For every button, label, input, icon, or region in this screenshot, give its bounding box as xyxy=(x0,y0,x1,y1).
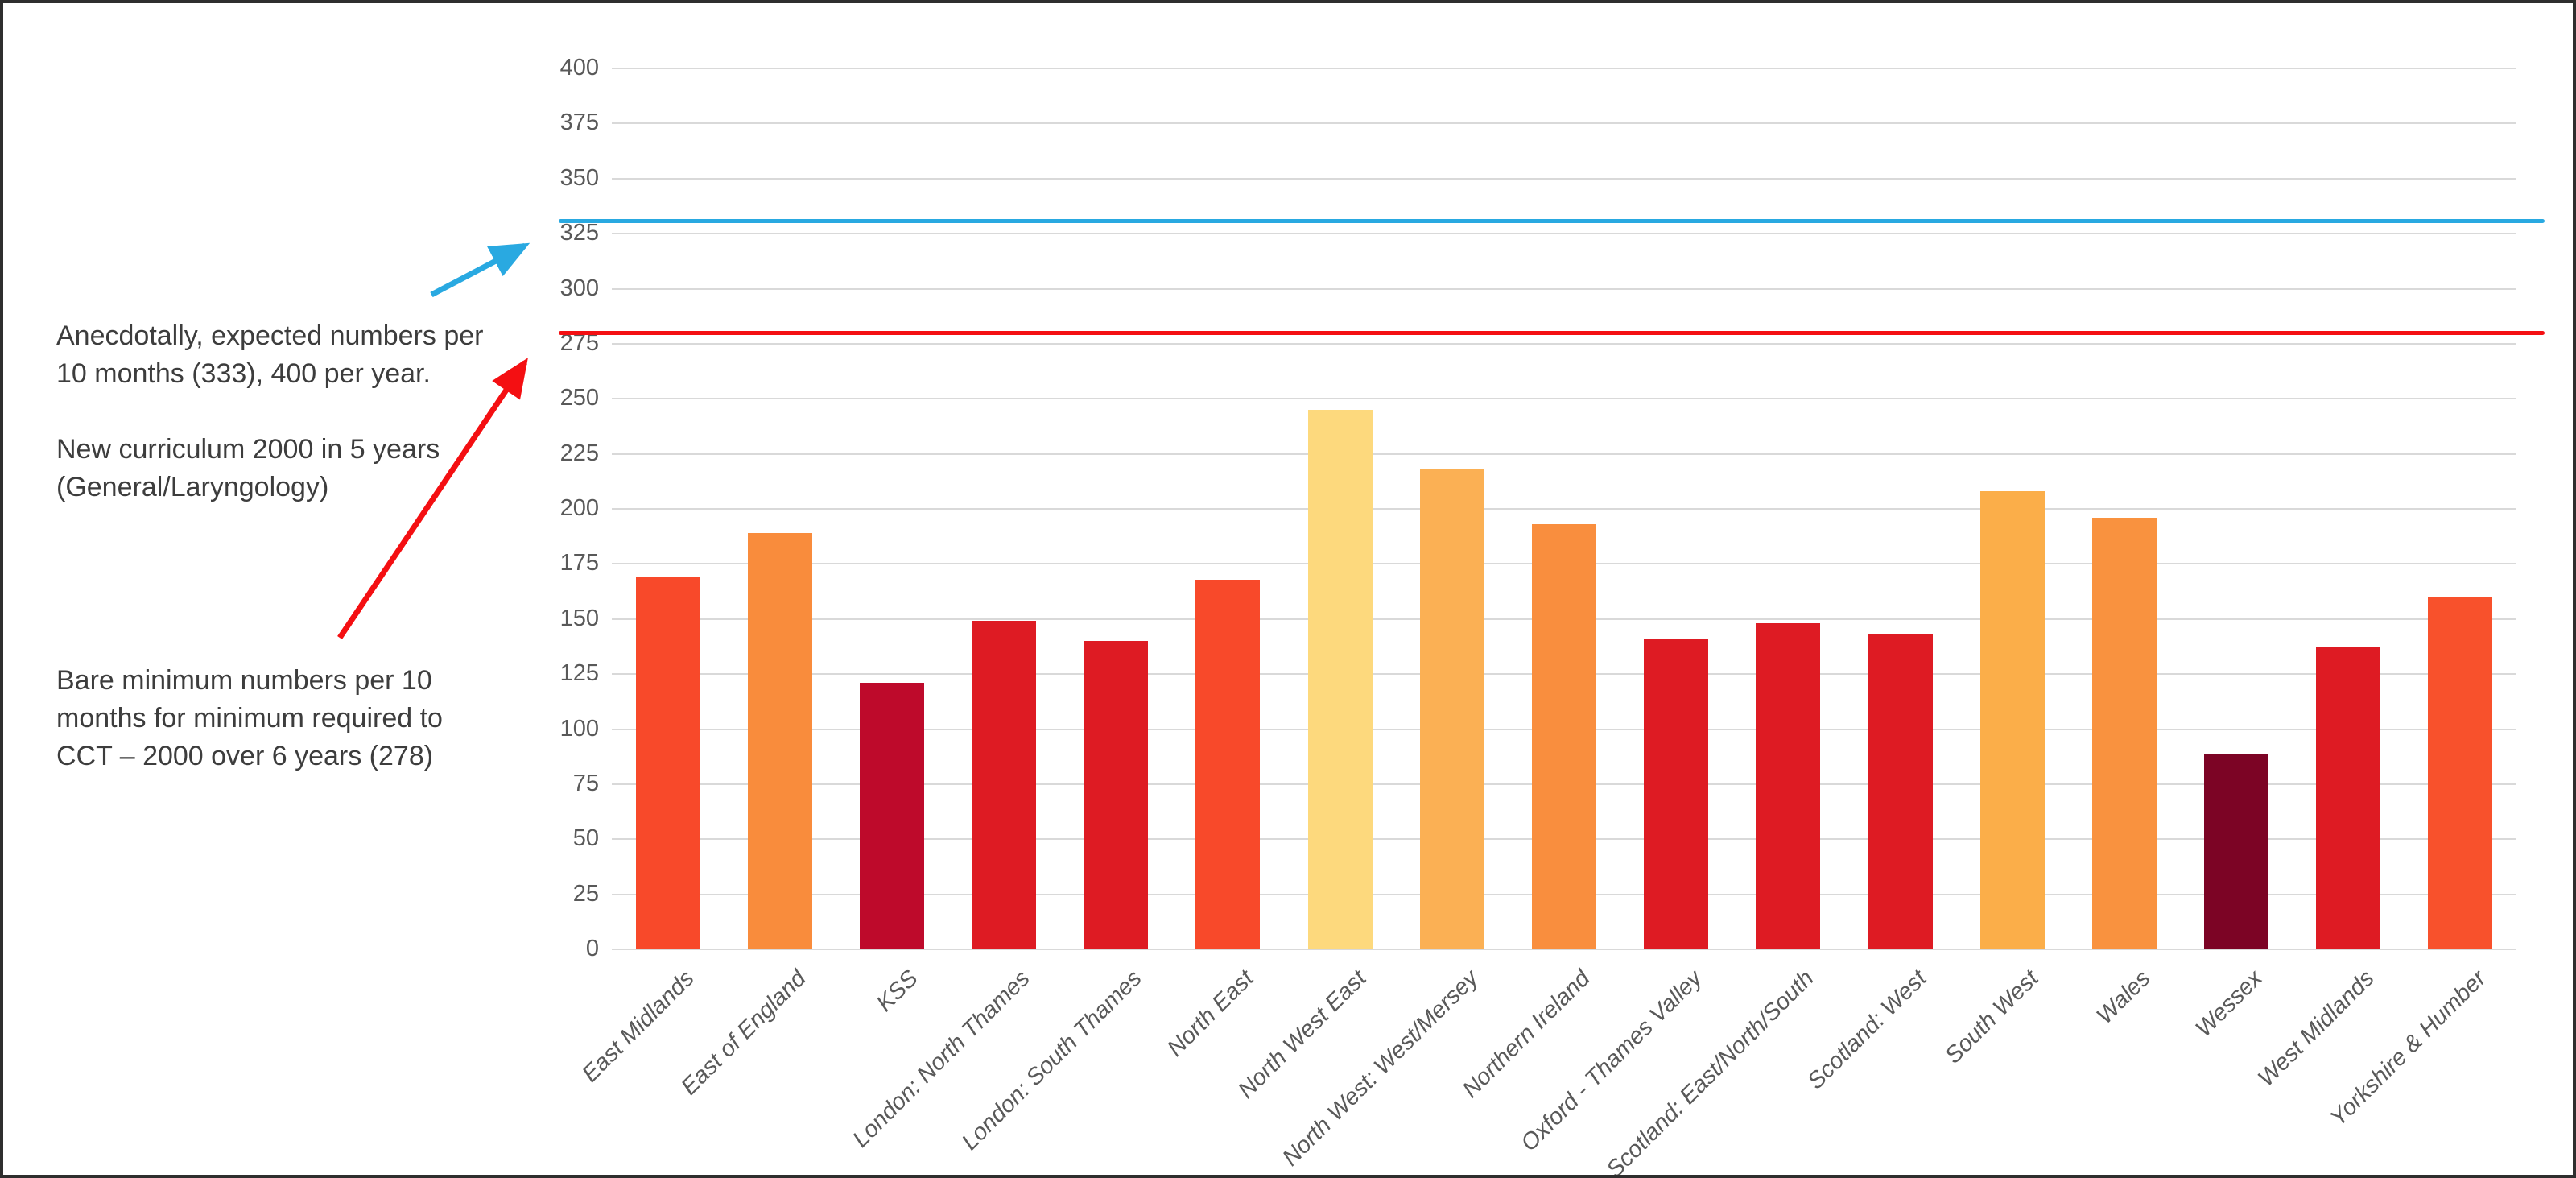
annotation-line: (General/Laryngology) xyxy=(56,472,329,502)
bar-north-west-east xyxy=(1307,409,1373,949)
x-axis-label-north-east: North East xyxy=(1162,965,1260,1062)
y-axis-tick-250: 250 xyxy=(559,385,599,411)
x-axis-label-scotland-east-north-south: Scotland: East/North/South xyxy=(1601,965,1819,1178)
bar-northern-ireland xyxy=(1532,524,1596,949)
annotation-line: Anecdotally, expected numbers per xyxy=(56,320,484,351)
x-axis-label-east-midlands: East Midlands xyxy=(576,965,700,1088)
bar-london-north-thames xyxy=(972,621,1037,949)
bar-yorkshire-humber xyxy=(2428,597,2493,949)
annotation-arrows xyxy=(337,242,530,639)
annotation-bare-minimum: Bare minimum numbers per 10 months for m… xyxy=(56,662,443,775)
gridline-350 xyxy=(612,177,2516,180)
gridline-200 xyxy=(612,508,2516,510)
annotation-paragraph: Anecdotally, expected numbers per 10 mon… xyxy=(56,317,483,393)
bar-wessex xyxy=(2204,753,2269,949)
x-axis-label-scotland-west: Scotland: West xyxy=(1802,965,1932,1095)
gridline-225 xyxy=(612,453,2516,455)
gridline-0 xyxy=(612,949,2516,950)
y-axis-tick-125: 125 xyxy=(559,660,599,687)
bar-wales xyxy=(2091,517,2157,949)
annotation-line: months for minimum required to xyxy=(56,703,443,734)
bar-north-west-west-mersey xyxy=(1419,469,1484,949)
gridline-325 xyxy=(612,233,2516,235)
bar-west-midlands xyxy=(2316,647,2381,949)
x-axis-label-wessex: Wessex xyxy=(2190,965,2268,1043)
y-axis-tick-150: 150 xyxy=(559,605,599,631)
y-axis-tick-200: 200 xyxy=(559,495,599,521)
bar-oxford-thames-valley xyxy=(1644,639,1709,949)
x-axis-label-west-midlands: West Midlands xyxy=(2253,965,2380,1092)
x-axis-label-south-west: South West xyxy=(1940,965,2044,1069)
bar-north-east xyxy=(1195,579,1261,949)
y-axis-tick-350: 350 xyxy=(559,164,599,191)
x-axis-label-london-south-thames: London: South Thames xyxy=(957,965,1147,1155)
annotation-paragraph: New curriculum 2000 in 5 years (General/… xyxy=(56,431,483,506)
y-axis-tick-300: 300 xyxy=(559,275,599,301)
bar-kss xyxy=(859,683,924,949)
y-axis-tick-0: 0 xyxy=(585,936,599,961)
bar-scotland-east-north-south xyxy=(1756,623,1821,949)
gridline-400 xyxy=(612,68,2516,69)
bar-south-west xyxy=(1979,491,2045,949)
bar-london-south-thames xyxy=(1084,641,1149,949)
gridline-375 xyxy=(612,122,2516,125)
y-axis-tick-50: 50 xyxy=(572,825,599,852)
gridline-300 xyxy=(612,287,2516,290)
y-axis-tick-325: 325 xyxy=(559,220,599,246)
x-axis-label-oxford-thames-valley: Oxford - Thames Valley xyxy=(1516,965,1707,1157)
y-axis-tick-75: 75 xyxy=(572,770,599,796)
bar-east-midlands xyxy=(635,577,700,949)
annotation-line: New curriculum 2000 in 5 years xyxy=(56,434,440,465)
expected-reference-line xyxy=(559,218,2545,223)
x-axis-label-kss: KSS xyxy=(871,965,923,1017)
gridline-250 xyxy=(612,398,2516,400)
x-axis-label-north-west-west-mersey: North West: West/Mersey xyxy=(1277,965,1484,1172)
y-axis-tick-25: 25 xyxy=(572,880,599,907)
minimum-reference-line xyxy=(559,331,2545,336)
annotation-line: Bare minimum numbers per 10 xyxy=(56,665,432,696)
annotation-line: CCT – 2000 over 6 years (278) xyxy=(56,741,434,771)
y-axis-tick-225: 225 xyxy=(559,440,599,466)
annotation-expected-numbers: Anecdotally, expected numbers per 10 mon… xyxy=(56,317,483,506)
y-axis-tick-175: 175 xyxy=(559,550,599,577)
x-axis-label-wales: Wales xyxy=(2091,965,2156,1030)
y-axis-tick-400: 400 xyxy=(559,55,599,81)
annotation-line: 10 months (333), 400 per year. xyxy=(56,358,431,389)
y-axis-tick-100: 100 xyxy=(559,715,599,742)
y-axis-tick-375: 375 xyxy=(559,110,599,136)
gridline-275 xyxy=(612,342,2516,345)
bar-east-of-england xyxy=(747,533,812,949)
bar-scotland-west xyxy=(1868,634,1933,949)
